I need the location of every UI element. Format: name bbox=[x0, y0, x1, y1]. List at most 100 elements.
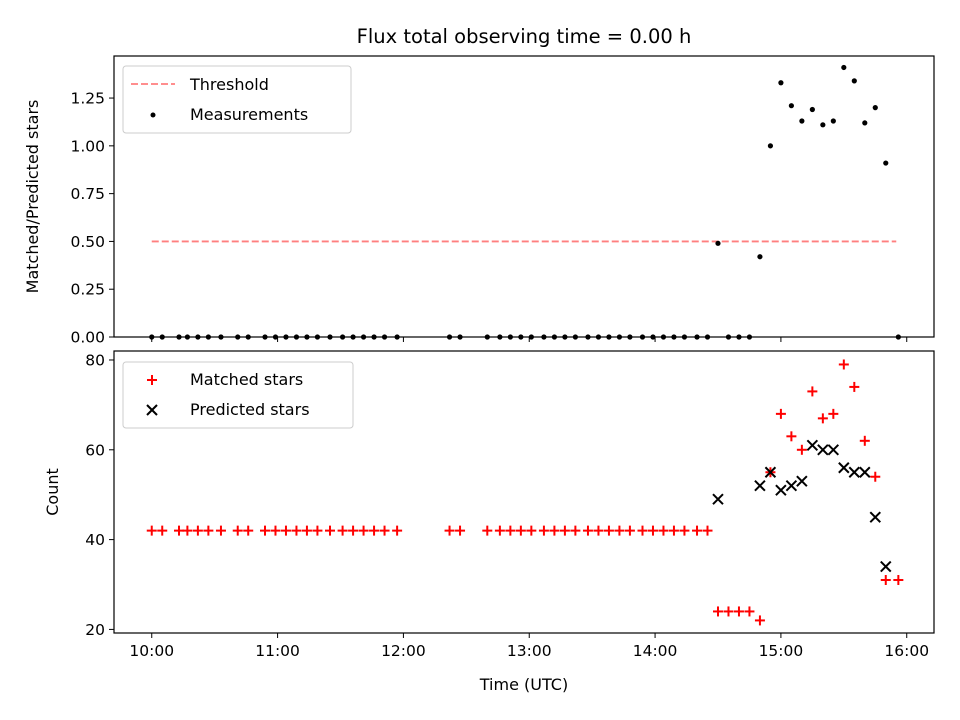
matched-stars-point bbox=[505, 525, 516, 536]
matched-stars-point bbox=[348, 525, 359, 536]
legend-predicted-swatch bbox=[146, 404, 158, 416]
y-tick-label: 0.75 bbox=[70, 185, 105, 203]
matched-stars-point bbox=[712, 606, 723, 617]
x-tick-label: 15:00 bbox=[759, 642, 804, 660]
matched-stars-point bbox=[775, 408, 786, 419]
predicted-stars-point bbox=[859, 466, 871, 478]
predicted-stars-point bbox=[869, 511, 881, 523]
matched-stars-point bbox=[444, 525, 455, 536]
y-axis-label: Count bbox=[43, 468, 62, 516]
matched-stars-point bbox=[637, 525, 648, 536]
count-axis-ticks: 20 40 60 80 10:00 11:00 12:00 13:00 14:00 15:00 16… bbox=[85, 351, 929, 660]
measurement-point bbox=[757, 254, 763, 260]
matched-stars-point bbox=[325, 525, 336, 536]
matched-stars-point bbox=[515, 525, 526, 536]
y-tick-label: 60 bbox=[85, 441, 105, 459]
matched-stars-point bbox=[668, 525, 679, 536]
matched-stars-point bbox=[192, 525, 203, 536]
ratio-legend: Threshold Measurements bbox=[122, 65, 352, 134]
matched-stars-point bbox=[603, 525, 614, 536]
predicted-stars-point bbox=[785, 480, 798, 492]
count-axes-frame bbox=[113, 350, 935, 634]
matched-stars-point bbox=[482, 525, 493, 536]
legend-label-threshold: Threshold bbox=[189, 75, 269, 94]
matched-stars-point bbox=[754, 615, 765, 626]
matched-stars-point bbox=[291, 525, 302, 536]
measurement-point bbox=[799, 118, 805, 124]
predicted-stars-point bbox=[796, 475, 808, 487]
measurement-point bbox=[788, 103, 794, 109]
matched-stars-point bbox=[647, 525, 658, 536]
matched-stars-point bbox=[337, 525, 348, 536]
predicted-stars-point bbox=[806, 439, 819, 452]
matched-stars-point bbox=[692, 525, 703, 536]
matched-stars-point bbox=[828, 408, 839, 419]
x-tick-label: 12:00 bbox=[381, 642, 426, 660]
predicted-stars-point bbox=[764, 466, 777, 478]
count-plot-area bbox=[146, 359, 904, 626]
matched-stars-point bbox=[203, 525, 214, 536]
matched-stars-point bbox=[270, 525, 281, 536]
count-panel: Count Time (UTC) 20 40 60 80 10:00 11:00 12:00… bbox=[43, 350, 935, 694]
y-tick-label: 1.00 bbox=[70, 137, 105, 155]
x-axis-label: Time (UTC) bbox=[479, 675, 568, 694]
matched-stars-point bbox=[658, 525, 669, 536]
matched-stars-point bbox=[549, 525, 560, 536]
measurement-point bbox=[778, 80, 784, 86]
y-tick-label: 20 bbox=[85, 621, 105, 639]
matched-stars-point bbox=[723, 606, 734, 617]
y-tick-label: 0.25 bbox=[70, 281, 105, 299]
matched-stars-point bbox=[593, 525, 604, 536]
legend-label-measurements: Measurements bbox=[190, 105, 308, 124]
legend-label-predicted: Predicted stars bbox=[190, 400, 310, 419]
matched-stars-point bbox=[312, 525, 323, 536]
ratio-panel: Flux total observing time = 0.00 h Match… bbox=[23, 25, 935, 347]
matched-stars-point bbox=[614, 525, 625, 536]
matched-stars-point bbox=[146, 525, 157, 536]
measurement-point bbox=[841, 64, 847, 71]
matched-stars-point bbox=[157, 525, 168, 536]
y-tick-label: 1.25 bbox=[70, 90, 105, 108]
matched-stars-point bbox=[870, 471, 881, 482]
y-tick-label: 40 bbox=[85, 531, 105, 549]
chart-title: Flux total observing time = 0.00 h bbox=[357, 25, 692, 48]
measurement-point bbox=[862, 120, 868, 126]
matched-stars-point bbox=[859, 435, 870, 446]
matched-stars-point bbox=[538, 525, 549, 536]
x-tick-label: 14:00 bbox=[633, 642, 678, 660]
matched-stars-point bbox=[679, 525, 690, 536]
legend-box bbox=[122, 361, 354, 429]
predicted-stars-point bbox=[848, 466, 861, 478]
matched-stars-point bbox=[807, 386, 818, 397]
matched-stars-point bbox=[849, 381, 860, 392]
x-tick-label: 11:00 bbox=[255, 642, 300, 660]
y-axis-label: Matched/Predicted stars bbox=[23, 100, 42, 294]
matched-stars-point bbox=[786, 431, 797, 442]
matched-stars-point bbox=[369, 525, 380, 536]
matched-stars-point bbox=[838, 359, 849, 370]
matched-stars-point bbox=[243, 525, 254, 536]
matched-stars-point bbox=[392, 525, 403, 536]
y-tick-label: 0.50 bbox=[70, 233, 105, 251]
matched-stars-point bbox=[358, 525, 369, 536]
matched-stars-point bbox=[280, 525, 291, 536]
legend-measurements-swatch bbox=[150, 112, 156, 118]
matched-stars-point bbox=[796, 444, 807, 455]
measurement-point bbox=[715, 240, 721, 246]
predicted-stars-point bbox=[827, 444, 840, 456]
matched-stars-point bbox=[182, 525, 193, 536]
measurement-point bbox=[830, 118, 836, 124]
legend-box bbox=[122, 65, 352, 134]
matched-stars-point bbox=[379, 525, 390, 536]
matched-stars-point bbox=[817, 413, 828, 424]
measurement-point bbox=[851, 78, 857, 84]
measurement-point bbox=[820, 122, 826, 128]
count-legend: Matched stars Predicted stars bbox=[122, 361, 354, 429]
matched-stars-point bbox=[624, 525, 635, 536]
matched-stars-point bbox=[880, 575, 891, 586]
predicted-stars-point bbox=[775, 484, 787, 496]
matched-stars-point bbox=[559, 525, 570, 536]
predicted-stars-point bbox=[754, 480, 766, 492]
measurement-point bbox=[872, 105, 878, 111]
measurement-point bbox=[809, 106, 815, 113]
